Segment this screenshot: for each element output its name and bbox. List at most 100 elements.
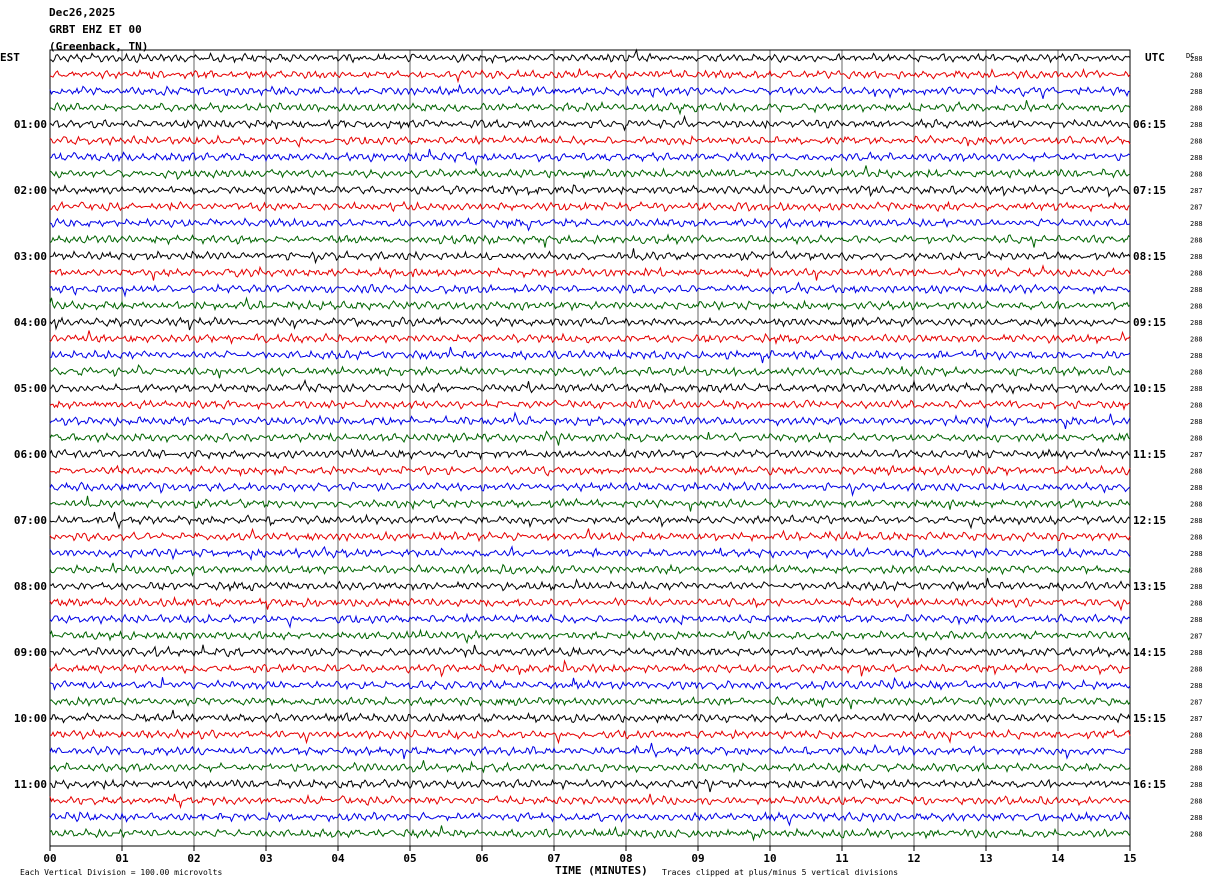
dc-offset-label: 288	[1190, 732, 1203, 740]
left-hour-label: 05:00	[14, 382, 47, 395]
dc-offset-label: 288	[1190, 286, 1203, 294]
station-label: GRBT EHZ ET 00	[49, 23, 142, 36]
x-tick-label: 11	[835, 852, 849, 865]
date-label: Dec26,2025	[49, 6, 116, 19]
right-hour-label: 09:15	[1133, 316, 1166, 329]
seismic-trace	[49, 430, 1131, 446]
seismic-trace	[49, 464, 1131, 478]
dc-offset-label: 288	[1190, 138, 1203, 146]
dc-offset-label: 288	[1190, 435, 1203, 443]
x-tick-label: 07	[547, 852, 560, 865]
seismic-trace	[49, 760, 1131, 774]
clip-note: Traces clipped at plus/minus 5 vertical …	[662, 868, 898, 877]
seismic-trace	[49, 810, 1131, 827]
seismic-traces: 288 288 288 288 288 288 288 288 287 287 288 288 288 2…	[49, 48, 1203, 842]
right-hour-label: 07:15	[1133, 184, 1166, 197]
seismic-trace	[49, 83, 1131, 100]
seismic-trace	[49, 233, 1131, 248]
x-tick-label: 08	[619, 852, 632, 865]
dc-offset-label: 287	[1190, 699, 1203, 707]
dc-offset-label: 288	[1190, 121, 1203, 129]
dc-offset-label: 288	[1190, 781, 1203, 789]
dc-offset-label: 288	[1190, 237, 1203, 245]
seismic-trace	[49, 100, 1131, 116]
seismic-trace	[49, 495, 1131, 512]
dc-offset-label: 288	[1190, 666, 1203, 674]
dc-offset-label: 287	[1190, 204, 1203, 212]
dc-offset-label: 288	[1190, 567, 1203, 575]
left-timezone-label: EST	[0, 51, 20, 64]
dc-offset-label: 288	[1190, 798, 1203, 806]
dc-offset-label: 288	[1190, 171, 1203, 179]
left-hour-label: 10:00	[14, 712, 47, 725]
dc-offset-label: 288	[1190, 402, 1203, 410]
seismic-trace	[49, 696, 1131, 710]
dc-offset-label: 287	[1190, 633, 1203, 641]
left-hour-label: 03:00	[14, 250, 47, 263]
x-tick-label: 10	[763, 852, 776, 865]
right-hour-label: 15:15	[1133, 712, 1166, 725]
seismic-trace	[49, 67, 1131, 84]
dc-offset-label: 288	[1190, 369, 1203, 377]
seismic-trace	[49, 217, 1131, 232]
seismic-trace	[49, 628, 1131, 645]
seismic-trace	[49, 793, 1131, 810]
x-tick-label: 14	[1051, 852, 1065, 865]
dc-offset-label: 288	[1190, 220, 1203, 228]
x-tick-label: 13	[979, 852, 992, 865]
seismic-trace	[49, 264, 1131, 281]
seismic-trace	[49, 346, 1131, 364]
right-hour-label: 06:15	[1133, 118, 1166, 131]
x-tick-label: 15	[1123, 852, 1136, 865]
seismic-trace	[50, 728, 1131, 745]
x-tick-label: 12	[907, 852, 920, 865]
dc-offset-label: 288	[1190, 649, 1203, 657]
x-tick-label: 06	[475, 852, 489, 865]
x-axis-title: TIME (MINUTES)	[555, 864, 648, 877]
dc-offset-label: 288	[1190, 831, 1203, 839]
dc-offset-label: 288	[1190, 336, 1203, 344]
right-hour-label: 10:15	[1133, 382, 1166, 395]
seismic-trace	[49, 709, 1131, 724]
vertical-gridlines	[121, 50, 1059, 846]
dc-offset-label: 288	[1190, 55, 1203, 63]
seismic-trace	[49, 398, 1131, 411]
x-tick-label: 02	[187, 852, 200, 865]
seismic-trace	[49, 148, 1131, 166]
right-timezone-label: UTC	[1145, 51, 1165, 64]
dc-offset-label: 288	[1190, 72, 1203, 80]
left-hour-label: 09:00	[14, 646, 47, 659]
axis-labels: EST UTC DC TIME (MINUTES) Each Vertical …	[0, 51, 1194, 877]
seismic-trace	[49, 527, 1131, 543]
dc-offset-label: 288	[1190, 748, 1203, 756]
seismic-trace	[49, 545, 1131, 561]
x-tick-label: 03	[259, 852, 272, 865]
dc-offset-label: 288	[1190, 600, 1203, 608]
dc-offset-label: 288	[1190, 270, 1203, 278]
dc-offset-label: 287	[1190, 451, 1203, 459]
left-hour-label: 04:00	[14, 316, 47, 329]
seismic-trace	[49, 778, 1131, 793]
dc-offset-label: 288	[1190, 253, 1203, 261]
left-hour-label: 01:00	[14, 118, 47, 131]
dc-offset-label: 288	[1190, 583, 1203, 591]
x-tick-label: 09	[691, 852, 704, 865]
x-axis: 00 01 02 03 04 05 06 07 08 09 10 11 12 13 14 15	[43, 846, 1137, 865]
dc-offset-label: 288	[1190, 154, 1203, 162]
seismic-trace	[49, 612, 1131, 629]
seismic-trace	[49, 676, 1131, 691]
dc-offset-label: 288	[1190, 88, 1203, 96]
seismic-trace	[49, 363, 1131, 379]
seismic-trace	[49, 316, 1131, 331]
dc-offset-label: 287	[1190, 715, 1203, 723]
dc-offset-label: 288	[1190, 517, 1203, 525]
seismic-trace	[49, 577, 1131, 592]
dc-offset-label: 288	[1190, 616, 1203, 624]
x-tick-label: 00	[43, 852, 56, 865]
x-tick-label: 01	[115, 852, 129, 865]
dc-offset-label: 288	[1190, 682, 1203, 690]
dc-offset-label: 288	[1190, 303, 1203, 311]
seismic-trace	[49, 742, 1131, 760]
left-hour-label: 11:00	[14, 778, 47, 791]
x-tick-label: 05	[403, 852, 416, 865]
